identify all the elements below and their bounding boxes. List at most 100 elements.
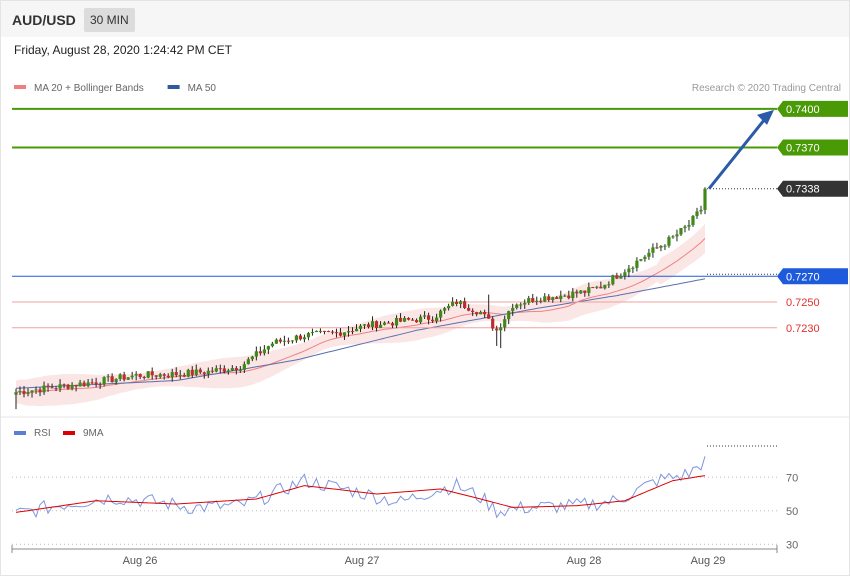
x-tick-1: Aug 27 — [345, 555, 380, 567]
candle-body-37 — [162, 374, 166, 376]
candle-body-57 — [242, 364, 246, 370]
candle-body-16 — [78, 382, 82, 387]
candle-body-64 — [270, 343, 274, 347]
candle-body-137 — [563, 295, 567, 297]
timeframe-badge[interactable]: 30 MIN — [84, 8, 135, 32]
candle-body-134 — [551, 297, 555, 301]
candle-body-62 — [262, 349, 266, 354]
candle-body-40 — [174, 372, 178, 376]
candle-body-1 — [18, 391, 22, 393]
rsi-tick-0: 70 — [786, 472, 798, 484]
x-tick-3: Aug 29 — [691, 555, 726, 567]
candle-body-112 — [463, 301, 467, 308]
candle-body-41 — [178, 374, 182, 376]
candle-body-139 — [571, 291, 575, 299]
legend-swatch-1 — [167, 85, 180, 89]
candle-body-161 — [659, 245, 663, 248]
candle-body-155 — [635, 260, 639, 268]
candle-body-78 — [326, 331, 331, 333]
candle-body-153 — [627, 268, 631, 273]
candle-body-6 — [38, 389, 42, 393]
candle-body-129 — [531, 298, 535, 303]
credit-text: Research © 2020 Trading Central — [692, 83, 841, 94]
candle-body-44 — [190, 369, 194, 375]
candle-body-145 — [595, 286, 599, 288]
candle-body-15 — [74, 384, 78, 387]
candle-body-158 — [647, 252, 651, 257]
candle-body-91 — [378, 324, 383, 329]
candle-body-50 — [214, 368, 218, 372]
candle-body-17 — [82, 382, 86, 387]
level-label-5: 0.7230 — [786, 323, 820, 335]
candle-body-47 — [202, 372, 206, 374]
candle-body-127 — [523, 302, 527, 305]
candle-body-162 — [663, 245, 667, 247]
candle-body-65 — [274, 339, 278, 344]
candle-body-80 — [334, 332, 339, 334]
candle-body-147 — [603, 284, 607, 289]
candle-body-76 — [318, 330, 323, 332]
candle-body-111 — [459, 301, 463, 305]
candle-body-171 — [699, 209, 703, 212]
rsi-tick-1: 50 — [786, 506, 798, 518]
candle-body-144 — [591, 287, 595, 289]
candle-body-157 — [643, 256, 647, 260]
candle-body-8 — [46, 385, 50, 388]
candle-body-63 — [266, 346, 270, 350]
candle-body-163 — [667, 237, 671, 246]
level-label-3: 0.7270 — [786, 271, 820, 283]
level-label-2: 0.7338 — [786, 184, 820, 196]
candle-body-27 — [122, 374, 126, 380]
candle-body-48 — [206, 370, 210, 374]
level-label-1: 0.7370 — [786, 143, 820, 155]
candle-body-122 — [503, 319, 507, 328]
level-badge-1 — [777, 139, 848, 156]
candle-body-167 — [683, 226, 687, 229]
candle-body-7 — [42, 385, 46, 393]
level-badge-3 — [777, 268, 848, 285]
candle-body-124 — [511, 307, 515, 312]
candle-body-96 — [398, 318, 403, 322]
candle-body-67 — [282, 340, 286, 342]
candle-body-165 — [675, 234, 679, 237]
candle-body-154 — [631, 267, 635, 269]
candle-body-49 — [210, 370, 214, 372]
candle-body-88 — [366, 324, 371, 327]
candle-body-126 — [519, 304, 523, 306]
candle-body-150 — [615, 275, 619, 279]
candle-body-103 — [426, 315, 431, 320]
candle-body-105 — [435, 317, 439, 322]
candle-body-29 — [130, 375, 134, 378]
candle-body-115 — [475, 312, 479, 315]
candle-body-164 — [671, 236, 675, 238]
candle-body-18 — [86, 382, 90, 387]
candle-body-9 — [50, 387, 54, 389]
candle-body-117 — [483, 312, 487, 315]
instrument-title: AUD/USD — [12, 12, 76, 28]
candle-body-71 — [298, 335, 303, 340]
candle-body-101 — [418, 316, 423, 323]
header-bar: AUD/USD 30 MIN — [1, 1, 849, 37]
candle-body-119 — [491, 318, 495, 329]
rsi-legend-label-0: RSI — [34, 428, 51, 439]
candle-body-99 — [410, 319, 415, 321]
candle-body-100 — [414, 320, 419, 323]
candle-body-68 — [286, 340, 290, 342]
candle-body-116 — [479, 312, 483, 315]
candle-body-125 — [515, 304, 519, 308]
candle-body-36 — [158, 374, 162, 377]
candle-body-108 — [447, 305, 451, 309]
candle-body-4 — [30, 390, 34, 393]
candle-body-123 — [507, 311, 511, 320]
candle-body-52 — [222, 368, 226, 372]
candle-body-46 — [198, 369, 202, 373]
candle-body-73 — [306, 333, 311, 338]
candle-body-170 — [695, 211, 699, 216]
candle-body-148 — [607, 284, 611, 286]
candle-body-61 — [258, 351, 262, 354]
candle-body-93 — [386, 322, 391, 324]
target-arrow-shaft — [707, 117, 767, 190]
candle-body-102 — [422, 315, 427, 317]
candle-body-135 — [555, 297, 559, 300]
